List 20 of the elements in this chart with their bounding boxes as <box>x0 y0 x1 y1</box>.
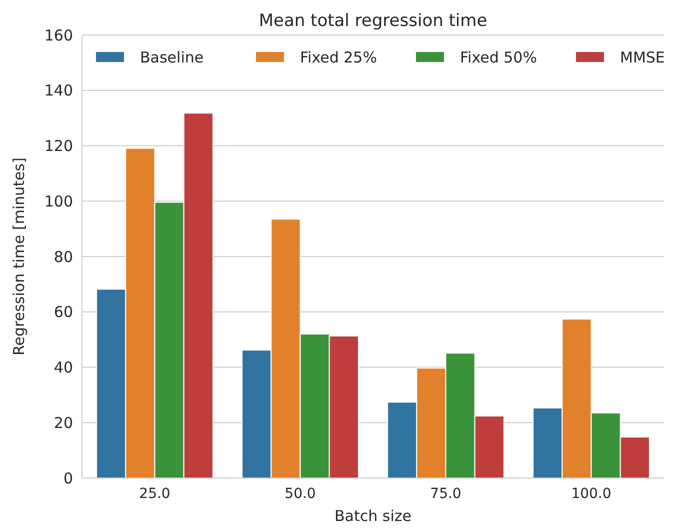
y-tick-label: 80 <box>54 248 73 266</box>
legend-label: Baseline <box>140 48 204 66</box>
x-tick-label: 100.0 <box>571 486 612 502</box>
y-tick-label: 60 <box>54 303 73 322</box>
y-tick-label: 160 <box>44 26 73 44</box>
y-tick-label: 100 <box>44 192 73 210</box>
chart-title: Mean total regression time <box>258 11 488 31</box>
legend-label: Fixed 25% <box>300 48 377 66</box>
legend-label: MMSE <box>620 48 665 66</box>
x-tick-label: 25.0 <box>139 486 170 502</box>
legend-label: Fixed 50% <box>460 48 537 66</box>
x-axis-title: Batch size <box>334 507 412 525</box>
y-tick-label: 20 <box>54 414 73 432</box>
x-tick-label: 50.0 <box>284 486 316 502</box>
y-tick-label: 0 <box>63 469 73 488</box>
y-tick-label: 140 <box>44 82 73 100</box>
y-axis-title: Regression time [minutes] <box>10 158 28 356</box>
y-tick-label: 40 <box>54 358 73 376</box>
y-tick-label: 120 <box>44 137 73 155</box>
x-tick-label: 75.0 <box>430 486 462 502</box>
